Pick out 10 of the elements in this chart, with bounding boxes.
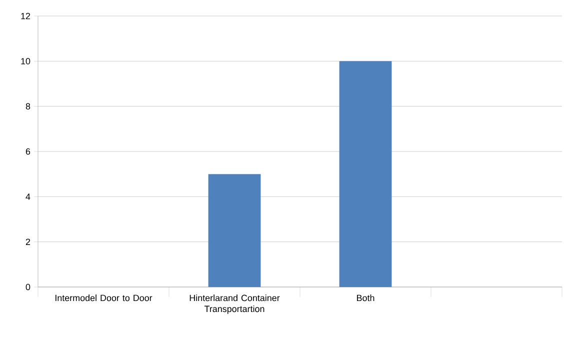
y-tick-label: 4 bbox=[26, 194, 30, 200]
x-tick-label: Both bbox=[357, 294, 374, 302]
y-tick-label: 8 bbox=[26, 103, 30, 110]
y-tick-label: 2 bbox=[26, 238, 30, 245]
y-tick-label: 0 bbox=[26, 284, 30, 290]
x-tick-label: Hinterlarand Container Transportartion bbox=[190, 294, 280, 314]
y-tick-label: 10 bbox=[21, 58, 30, 64]
y-tick-label: 12 bbox=[21, 12, 30, 20]
y-tick-label: 6 bbox=[26, 148, 30, 155]
x-tick-label: Intermodel Door to Door bbox=[55, 294, 152, 302]
